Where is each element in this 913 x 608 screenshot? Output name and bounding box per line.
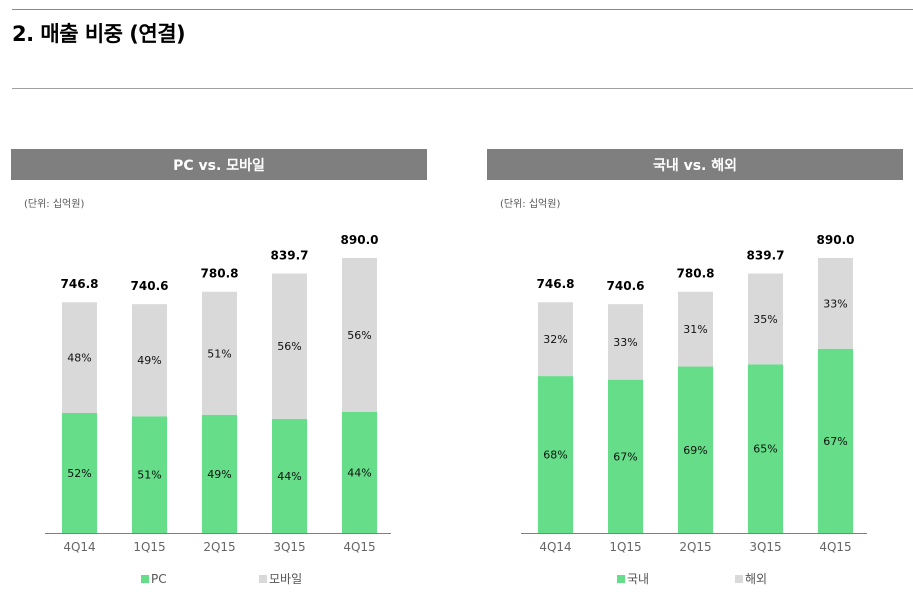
legend-label: 국내 xyxy=(627,572,649,586)
bar-해외-2Q15 xyxy=(678,291,713,367)
bar-PC-1Q15 xyxy=(132,416,167,533)
bar-해외-3Q15 xyxy=(748,273,783,365)
pc-vs-mobile-chart: 52% 48% 746.8 4Q14 51% 49% 740.6 1Q15 49% 51% 780.… xyxy=(45,233,391,586)
legend-swatch xyxy=(141,575,149,583)
top-divider xyxy=(12,9,913,10)
bar-국내-4Q15 xyxy=(818,348,853,533)
x-tick-label: 2Q15 xyxy=(203,540,235,554)
x-tick-label: 4Q15 xyxy=(343,540,375,554)
data-label: 33% xyxy=(823,297,847,310)
data-label: 65% xyxy=(753,443,777,456)
x-tick-label: 4Q14 xyxy=(63,540,95,554)
bar-PC-4Q14 xyxy=(62,413,97,533)
data-label: 44% xyxy=(347,467,371,480)
total-label: 780.8 xyxy=(201,267,239,281)
legend-label: 해외 xyxy=(745,572,767,586)
x-tick-label: 1Q15 xyxy=(609,540,641,554)
data-label: 51% xyxy=(137,469,161,482)
x-tick-label: 4Q14 xyxy=(539,540,571,554)
bar-모바일-4Q15 xyxy=(342,258,377,412)
total-label: 746.8 xyxy=(537,277,575,291)
total-label: 740.6 xyxy=(131,279,169,293)
legend-swatch xyxy=(735,575,743,583)
x-tick-label: 3Q15 xyxy=(273,540,305,554)
legend-swatch xyxy=(617,575,625,583)
bar-국내-1Q15 xyxy=(608,379,643,533)
x-tick-label: 3Q15 xyxy=(749,540,781,554)
total-label: 890.0 xyxy=(341,233,379,247)
data-label: 31% xyxy=(683,323,707,336)
x-tick-label: 4Q15 xyxy=(819,540,851,554)
data-label: 56% xyxy=(277,340,301,353)
domestic-vs-overseas-panel: 국내 vs. 해외 (단위: 십억원) 68% 32% 746.8 4Q14 67% 33… xyxy=(487,149,903,604)
data-label: 67% xyxy=(613,450,637,463)
legend-label: PC xyxy=(151,572,167,586)
bar-모바일-3Q15 xyxy=(272,273,307,419)
x-tick-label: 2Q15 xyxy=(679,540,711,554)
total-label: 746.8 xyxy=(61,277,99,291)
data-label: 49% xyxy=(207,468,231,481)
total-label: 839.7 xyxy=(271,249,309,263)
data-label: 67% xyxy=(823,435,847,448)
bar-국내-3Q15 xyxy=(748,364,783,533)
data-label: 69% xyxy=(683,444,707,457)
bar-PC-3Q15 xyxy=(272,418,307,533)
page-title: 2. 매출 비중 (연결) xyxy=(12,22,186,46)
bar-국내-2Q15 xyxy=(678,366,713,533)
chart-title: PC vs. 모바일 xyxy=(11,149,427,180)
bar-모바일-1Q15 xyxy=(132,304,167,417)
bar-PC-4Q15 xyxy=(342,412,377,533)
x-tick-label: 1Q15 xyxy=(133,540,165,554)
data-label: 52% xyxy=(67,467,91,480)
legend-swatch xyxy=(259,575,267,583)
data-label: 51% xyxy=(207,347,231,360)
bar-모바일-2Q15 xyxy=(202,291,237,415)
bar-해외-4Q14 xyxy=(538,302,573,377)
pc-vs-mobile-panel: PC vs. 모바일 (단위: 십억원) 52% 48% 746.8 4Q14 51% 4… xyxy=(11,149,427,604)
data-label: 33% xyxy=(613,336,637,349)
total-label: 839.7 xyxy=(747,249,785,263)
legend-label: 모바일 xyxy=(269,572,302,586)
unit-label: (단위: 십억원) xyxy=(24,199,85,210)
bar-해외-4Q15 xyxy=(818,258,853,349)
total-label: 890.0 xyxy=(817,233,855,247)
total-label: 780.8 xyxy=(677,267,715,281)
data-label: 32% xyxy=(543,333,567,346)
domestic-vs-overseas-chart: 68% 32% 746.8 4Q14 67% 33% 740.6 1Q15 69% 31% 780.… xyxy=(521,233,867,586)
data-label: 48% xyxy=(67,352,91,365)
data-label: 35% xyxy=(753,313,777,326)
data-label: 56% xyxy=(347,329,371,342)
chart-title: 국내 vs. 해외 xyxy=(487,149,903,180)
data-label: 68% xyxy=(543,449,567,462)
total-label: 740.6 xyxy=(607,279,645,293)
data-label: 44% xyxy=(277,470,301,483)
data-label: 49% xyxy=(137,354,161,367)
bar-PC-2Q15 xyxy=(202,414,237,533)
bottom-divider xyxy=(12,88,913,89)
bar-국내-4Q14 xyxy=(538,376,573,533)
unit-label: (단위: 십억원) xyxy=(500,199,561,210)
bar-모바일-4Q14 xyxy=(62,302,97,414)
bar-해외-1Q15 xyxy=(608,304,643,380)
